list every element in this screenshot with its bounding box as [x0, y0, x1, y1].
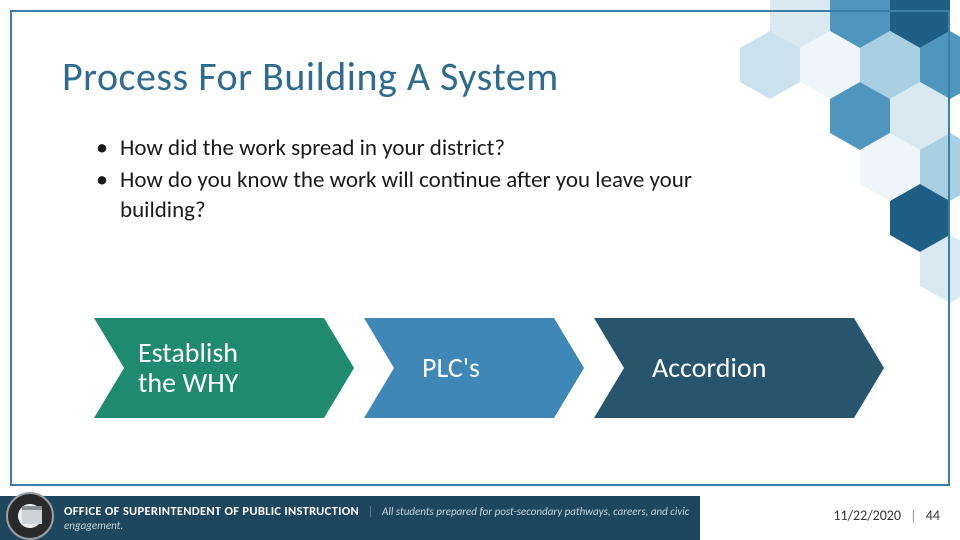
footer-separator: | — [368, 505, 374, 519]
slide-number: 44 — [926, 507, 940, 524]
date-page-separator: | — [910, 507, 916, 524]
chevron-label: PLC's — [422, 353, 480, 383]
date-page: 11/22/2020 | 44 — [833, 507, 940, 524]
footer-text-block: OFFICE OF SUPERINTENDENT OF PUBLIC INSTR… — [64, 504, 700, 533]
office-name: OFFICE OF SUPERINTENDENT OF PUBLIC INSTR… — [64, 504, 359, 519]
slide-date: 11/22/2020 — [833, 507, 901, 524]
chevron-label: Accordion — [652, 353, 766, 383]
slide-title: Process For Building A System — [62, 52, 559, 101]
slide-footer: OFFICE OF SUPERINTENDENT OF PUBLIC INSTR… — [0, 496, 960, 540]
chevron-accordion: Accordion — [594, 318, 884, 418]
process-arrows: Establishthe WHY PLC's Accordion — [94, 318, 884, 418]
footer-bar: OFFICE OF SUPERINTENDENT OF PUBLIC INSTR… — [0, 496, 700, 540]
bullet-item: How do you know the work will continue a… — [88, 166, 708, 226]
bullet-list: How did the work spread in your district… — [88, 134, 708, 228]
ospi-seal-icon — [6, 492, 54, 540]
chevron-establish-why: Establishthe WHY — [94, 318, 354, 418]
chevron-label: Establishthe WHY — [138, 338, 238, 398]
chevron-plcs: PLC's — [364, 318, 584, 418]
bullet-item: How did the work spread in your district… — [88, 134, 708, 164]
